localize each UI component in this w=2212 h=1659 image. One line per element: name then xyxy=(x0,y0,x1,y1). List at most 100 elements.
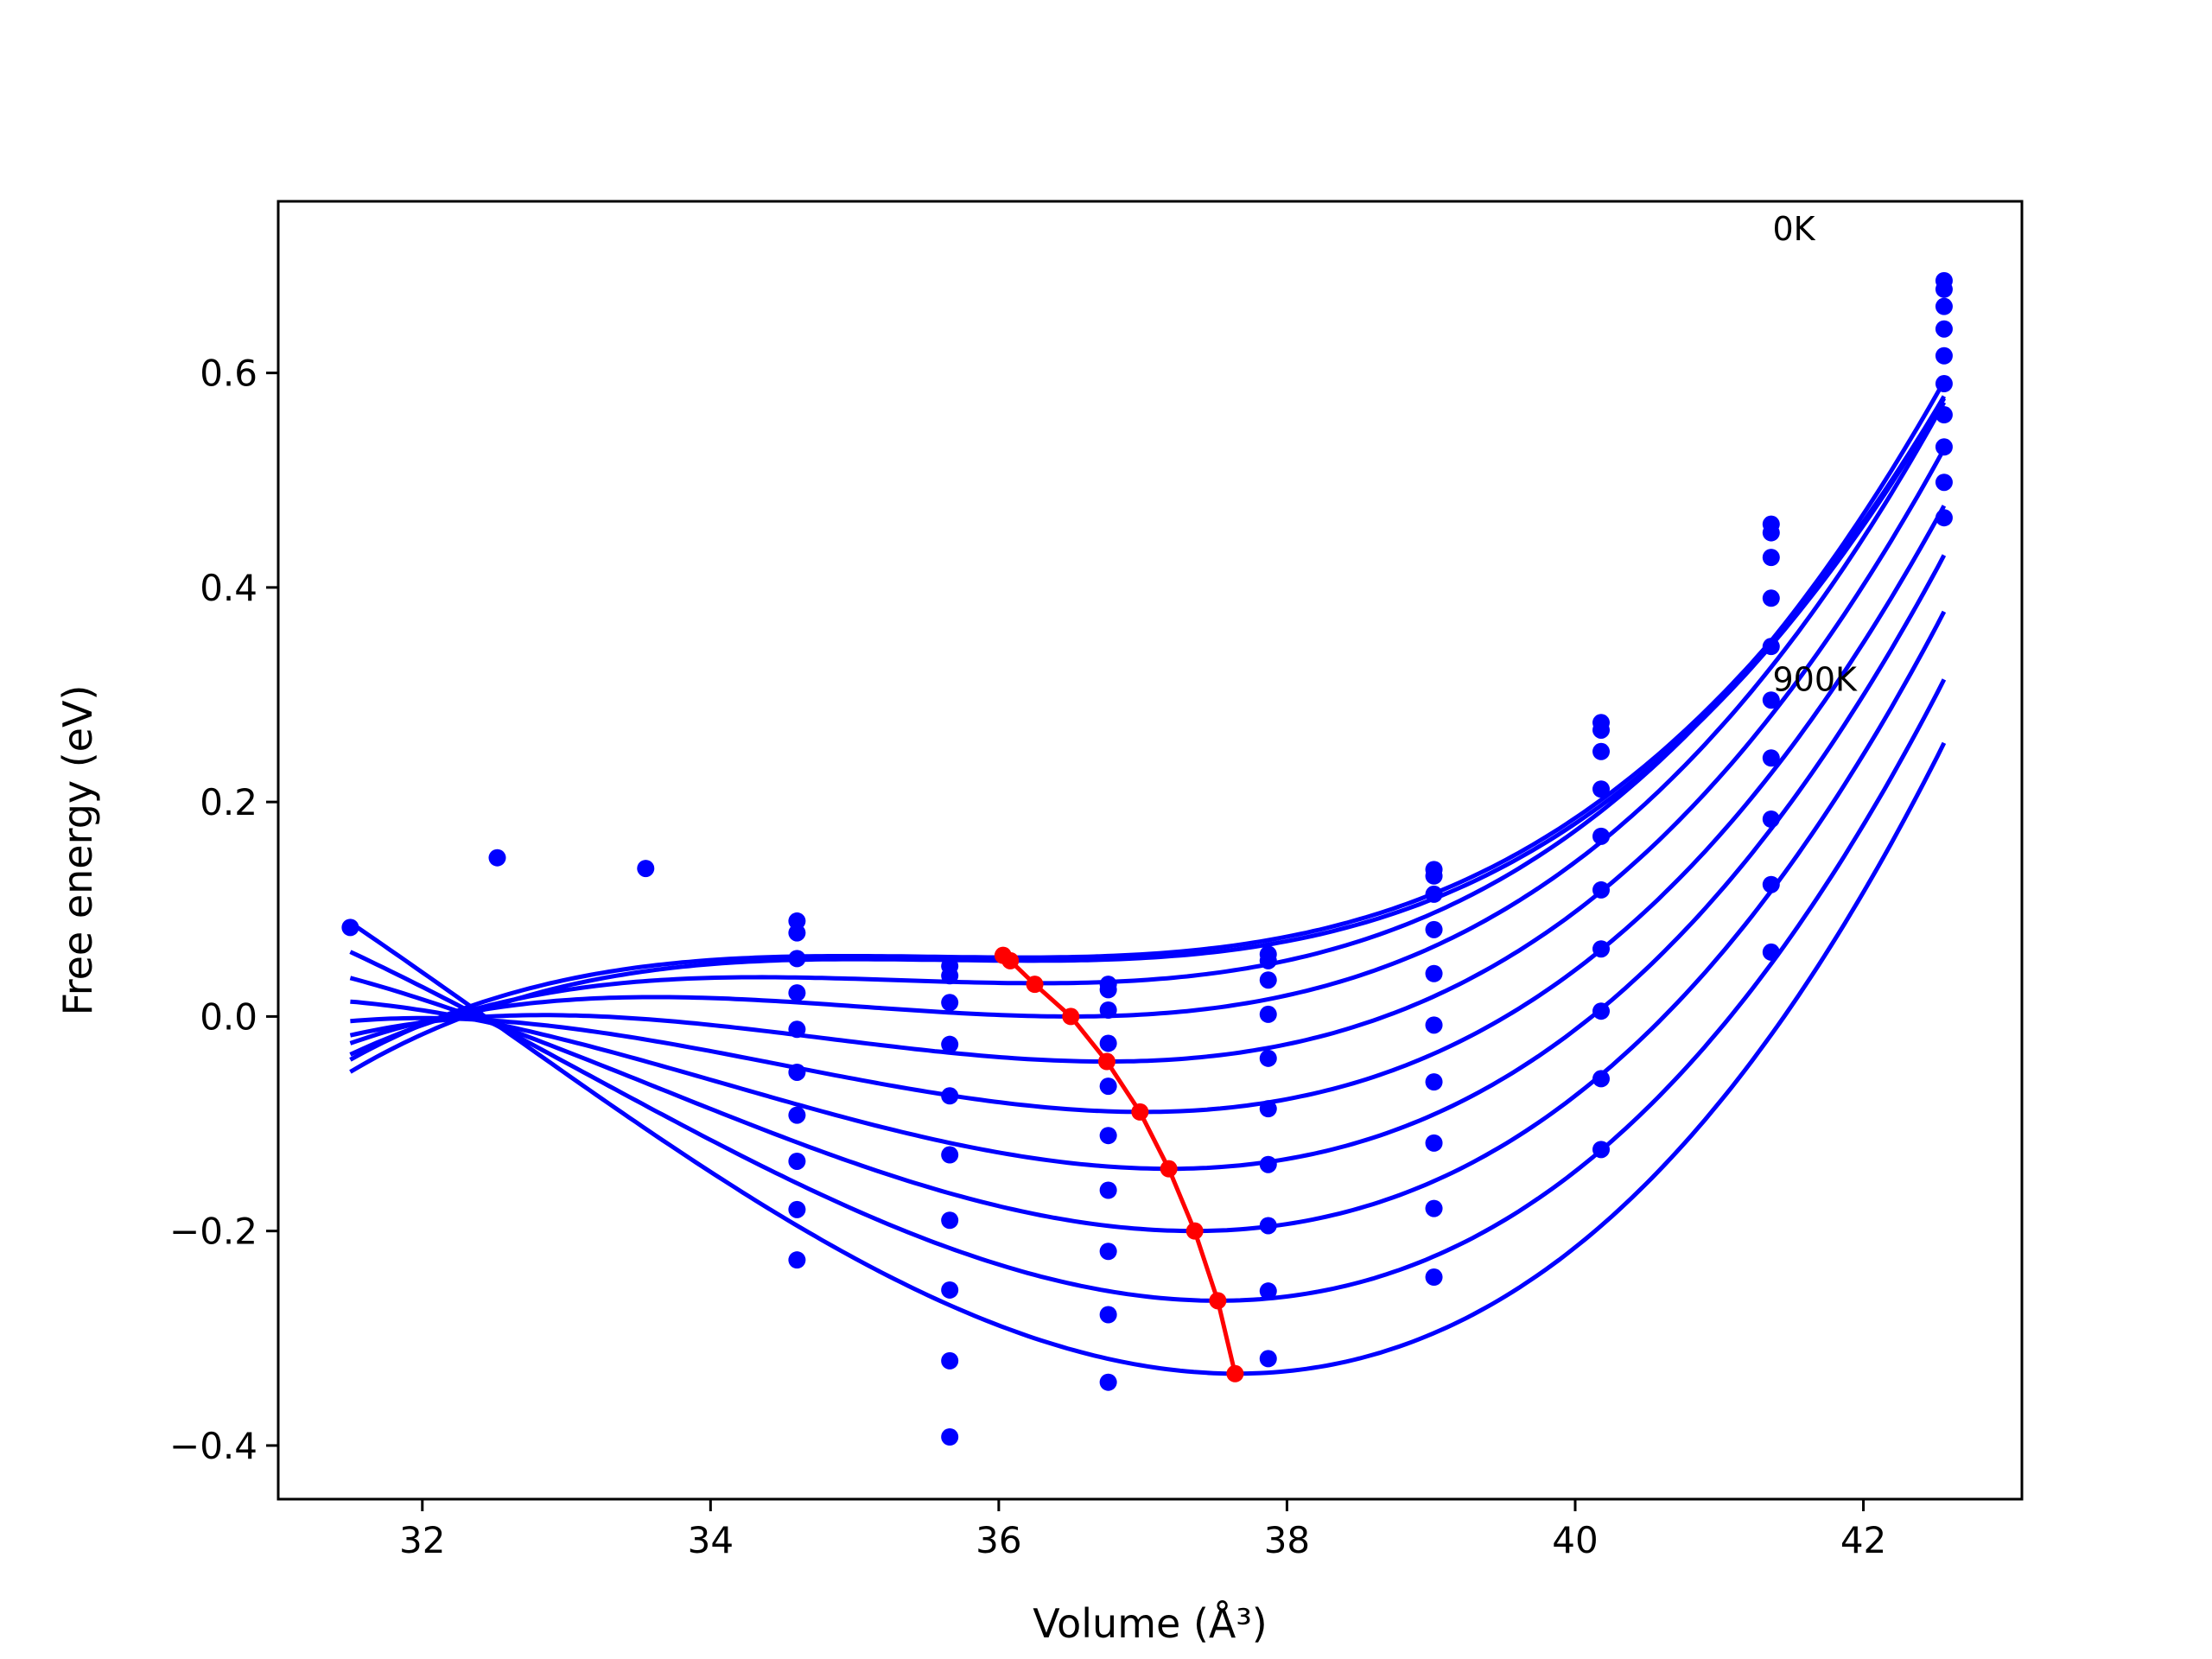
fit-curve-9 xyxy=(349,741,1947,1376)
data-point-58 xyxy=(1592,880,1611,899)
y-tick-label-0.4: 0.4 xyxy=(200,567,257,609)
data-point-21 xyxy=(941,1351,959,1370)
data-point-61 xyxy=(1592,1070,1611,1088)
annotations: 0K 900K xyxy=(1772,210,1858,698)
data-point-78 xyxy=(1935,375,1953,393)
data-point-49 xyxy=(1425,1073,1443,1091)
minimum-path-point-6 xyxy=(1160,1160,1178,1178)
x-tick-label-38: 38 xyxy=(1264,1519,1310,1561)
x-tick-label-32: 32 xyxy=(399,1519,445,1561)
data-point-15 xyxy=(941,994,959,1012)
y-tick-label-−0.4: −0.4 xyxy=(169,1425,257,1467)
data-point-8 xyxy=(788,1063,806,1081)
data-point-54 xyxy=(1592,721,1611,739)
data-point-26 xyxy=(1099,1034,1117,1052)
data-points xyxy=(341,271,1953,1446)
data-point-80 xyxy=(1935,438,1953,456)
plot-frame xyxy=(276,200,2024,1501)
minimum-path-point-7 xyxy=(1185,1222,1204,1240)
x-axis-label: Volume (Å³) xyxy=(1033,1600,1268,1647)
data-point-32 xyxy=(1099,1373,1117,1391)
y-tick-label-0.2: 0.2 xyxy=(200,781,257,823)
data-point-67 xyxy=(1762,638,1780,656)
data-point-36 xyxy=(1259,1005,1277,1023)
data-point-60 xyxy=(1592,1002,1611,1020)
y-tick-label-0.6: 0.6 xyxy=(200,353,257,395)
data-point-2 xyxy=(637,860,655,878)
x-tick-label-42: 42 xyxy=(1840,1519,1886,1561)
data-point-52 xyxy=(1425,1268,1443,1287)
fit-curve-3 xyxy=(349,401,1947,1046)
data-point-81 xyxy=(1935,474,1953,492)
data-point-19 xyxy=(941,1211,959,1230)
data-point-9 xyxy=(788,1106,806,1124)
fit-curve-8 xyxy=(349,678,1947,1303)
data-point-17 xyxy=(941,1087,959,1105)
data-point-77 xyxy=(1935,346,1953,365)
data-point-65 xyxy=(1762,549,1780,567)
data-point-27 xyxy=(1099,1077,1117,1096)
x-tick-label-34: 34 xyxy=(688,1519,734,1561)
data-point-20 xyxy=(941,1281,959,1299)
data-point-39 xyxy=(1259,1155,1277,1173)
y-axis-ticks: −0.4 −0.2 0.0 0.2 0.4 0.6 xyxy=(169,353,278,1467)
data-point-57 xyxy=(1592,827,1611,845)
data-point-7 xyxy=(788,1020,806,1039)
data-point-74 xyxy=(1935,280,1953,298)
data-point-16 xyxy=(941,1035,959,1053)
data-point-71 xyxy=(1762,875,1780,893)
data-point-66 xyxy=(1762,589,1780,607)
data-point-82 xyxy=(1935,509,1953,527)
data-point-79 xyxy=(1935,406,1953,424)
data-point-31 xyxy=(1099,1306,1117,1324)
data-point-28 xyxy=(1099,1127,1117,1145)
y-tick-label-−0.2: −0.2 xyxy=(169,1211,257,1253)
annotation-0: 0K xyxy=(1772,210,1815,248)
data-point-4 xyxy=(788,924,806,942)
data-point-70 xyxy=(1762,810,1780,829)
data-point-0 xyxy=(341,918,359,937)
minimum-path-point-4 xyxy=(1097,1052,1116,1071)
data-point-47 xyxy=(1425,964,1443,982)
data-point-56 xyxy=(1592,780,1611,798)
y-tick-label-0.0: 0.0 xyxy=(200,995,257,1038)
data-point-45 xyxy=(1425,885,1443,903)
data-point-41 xyxy=(1259,1282,1277,1300)
minimum-path-point-9 xyxy=(1226,1364,1244,1382)
y-axis-label: Free energy (eV) xyxy=(54,685,101,1016)
data-point-50 xyxy=(1425,1134,1443,1152)
data-point-35 xyxy=(1259,971,1277,989)
data-point-30 xyxy=(1099,1243,1117,1261)
x-axis-ticks: 32 34 36 38 40 42 xyxy=(399,1499,1886,1561)
data-point-37 xyxy=(1259,1049,1277,1067)
fit-curve-4 xyxy=(349,448,1947,1064)
data-point-72 xyxy=(1762,943,1780,961)
fit-curve-0 xyxy=(349,395,1947,1062)
minimum-path xyxy=(994,946,1244,1382)
data-point-6 xyxy=(788,984,806,1002)
data-point-62 xyxy=(1592,1141,1611,1159)
data-point-48 xyxy=(1425,1016,1443,1034)
data-point-1 xyxy=(488,849,506,867)
data-point-42 xyxy=(1259,1350,1277,1368)
data-point-11 xyxy=(788,1200,806,1218)
data-point-10 xyxy=(788,1152,806,1170)
data-point-40 xyxy=(1259,1217,1277,1235)
data-point-38 xyxy=(1259,1100,1277,1118)
data-point-76 xyxy=(1935,320,1953,338)
x-tick-label-40: 40 xyxy=(1552,1519,1598,1561)
fit-curve-2 xyxy=(349,379,1947,1057)
data-point-75 xyxy=(1935,297,1953,315)
minimum-path-point-2 xyxy=(1026,976,1044,994)
minimum-path-line xyxy=(1001,953,1237,1375)
minimum-path-point-3 xyxy=(1062,1007,1080,1026)
data-point-44 xyxy=(1425,867,1443,885)
data-point-64 xyxy=(1762,524,1780,542)
data-point-51 xyxy=(1425,1199,1443,1217)
data-point-46 xyxy=(1425,920,1443,938)
data-point-14 xyxy=(941,967,959,985)
minimum-path-point-1 xyxy=(1001,951,1020,969)
data-point-29 xyxy=(1099,1181,1117,1199)
data-point-5 xyxy=(788,950,806,968)
